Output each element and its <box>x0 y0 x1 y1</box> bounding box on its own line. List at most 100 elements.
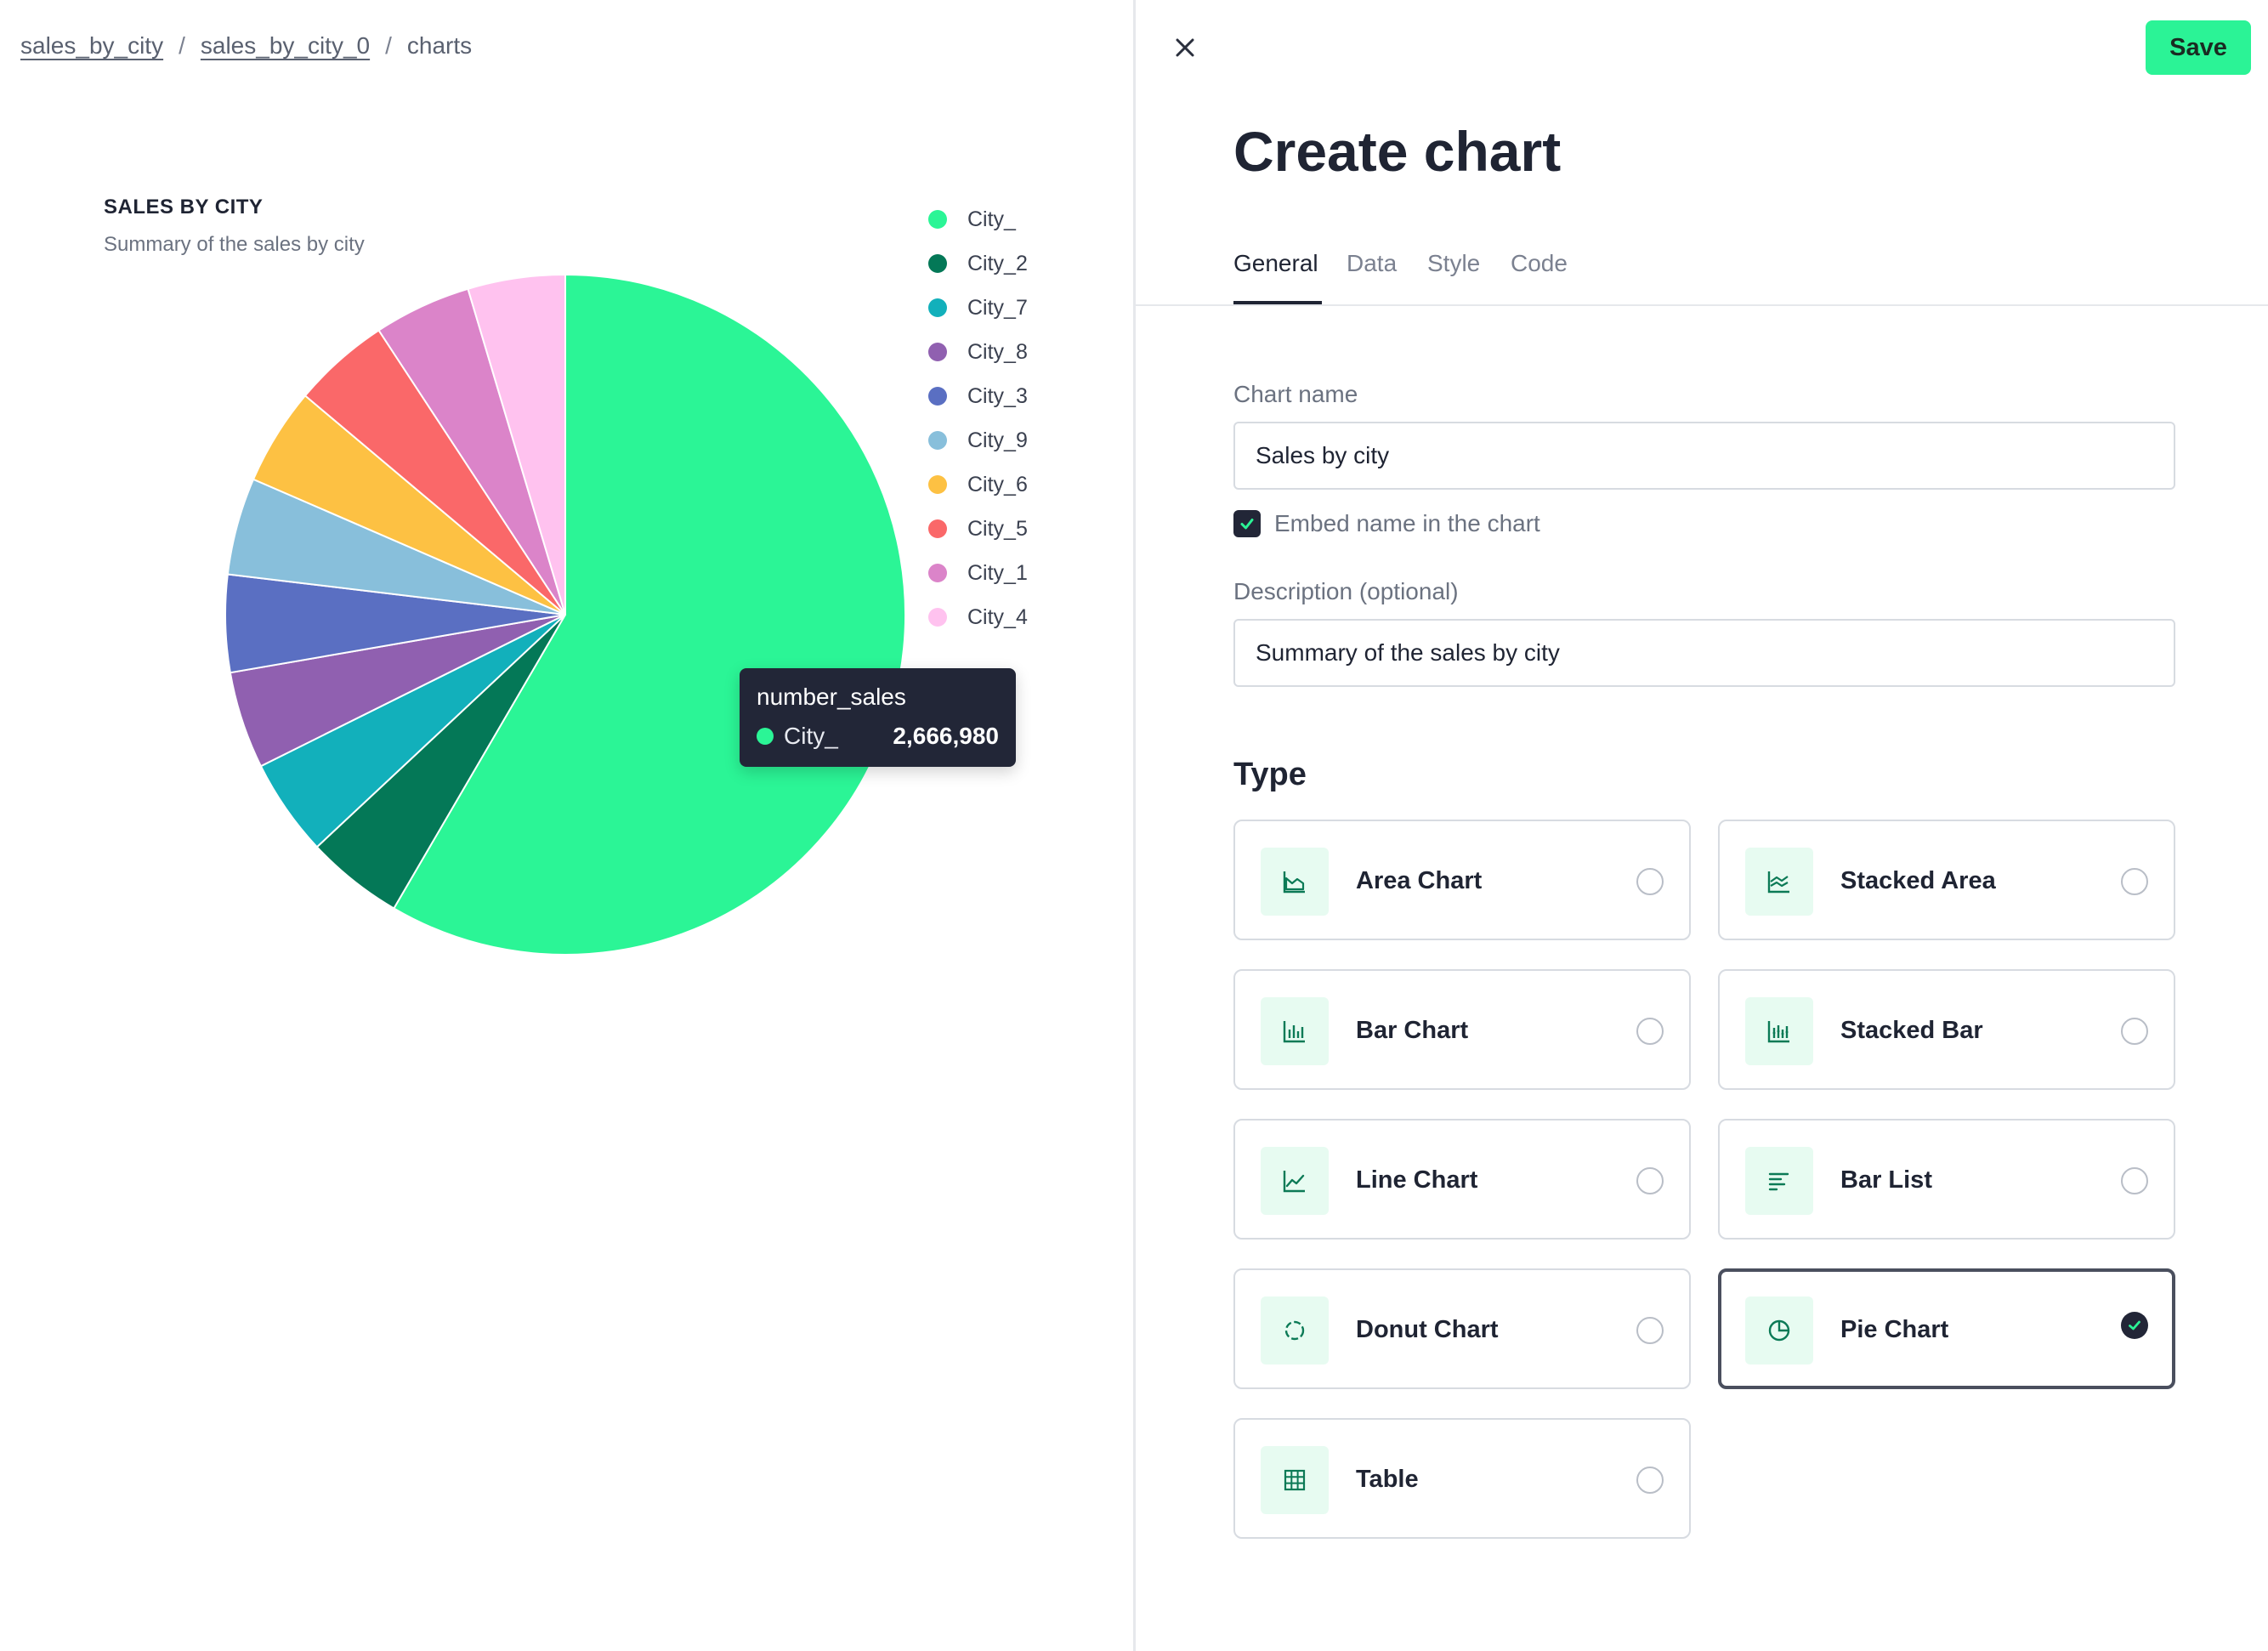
legend-swatch <box>928 343 947 361</box>
stacked-bar-icon <box>1745 997 1813 1065</box>
type-label: Area Chart <box>1356 867 1483 894</box>
legend-swatch <box>928 210 947 229</box>
legend-item[interactable]: City_4 <box>928 595 1028 639</box>
tooltip-value: 2,666,980 <box>893 723 999 749</box>
tooltip-label: City_ <box>784 723 838 749</box>
legend-label: City_4 <box>967 604 1028 629</box>
tooltip-title: number_sales <box>757 684 906 710</box>
embed-name-label: Embed name in the chart <box>1274 510 1540 536</box>
legend-swatch <box>928 431 947 450</box>
type-radio-selected[interactable] <box>2121 1312 2148 1339</box>
legend-item[interactable]: City_6 <box>928 462 1028 507</box>
type-label: Stacked Area <box>1840 867 1996 894</box>
type-label: Donut Chart <box>1356 1316 1499 1343</box>
type-option-line-chart[interactable]: Line Chart <box>1233 1119 1691 1240</box>
bar-list-icon <box>1745 1147 1813 1215</box>
save-button[interactable]: Save <box>2146 20 2251 75</box>
type-label: Bar Chart <box>1356 1017 1469 1044</box>
close-button[interactable] <box>1170 32 1200 63</box>
type-radio[interactable] <box>2121 1018 2148 1045</box>
legend-label: City_7 <box>967 295 1028 320</box>
breadcrumb-link-table[interactable]: sales_by_city_0 <box>200 32 371 59</box>
legend-label: City_9 <box>967 428 1028 452</box>
type-heading: Type <box>1233 757 1307 792</box>
legend-item[interactable]: City_ <box>928 197 1028 241</box>
breadcrumb-separator: / <box>385 32 392 59</box>
bar-chart-icon <box>1261 997 1329 1065</box>
chart-subtitle: Summary of the sales by city <box>104 233 365 256</box>
type-label: Pie Chart <box>1840 1316 1949 1343</box>
legend-item[interactable]: City_2 <box>928 241 1028 286</box>
donut-chart-icon <box>1261 1296 1329 1364</box>
tab-bar: General Data Style Code <box>1136 238 2268 306</box>
chart-preview-pane: sales_by_city / sales_by_city_0 / charts… <box>0 0 1133 1651</box>
type-label: Stacked Bar <box>1840 1017 1983 1044</box>
legend-swatch <box>928 387 947 406</box>
description-input[interactable] <box>1233 619 2175 687</box>
type-radio[interactable] <box>2121 1167 2148 1194</box>
tab-code[interactable]: Code <box>1511 250 1568 276</box>
breadcrumb-current: charts <box>406 32 473 59</box>
chart-tooltip: number_sales City_ 2,666,980 <box>740 668 1016 767</box>
type-option-bar-chart[interactable]: Bar Chart <box>1233 969 1691 1090</box>
type-option-pie-chart[interactable]: Pie Chart <box>1718 1268 2175 1389</box>
embed-name-checkbox-row[interactable]: Embed name in the chart <box>1233 510 1540 537</box>
legend-swatch <box>928 475 947 494</box>
chart-title: SALES BY CITY <box>104 196 264 218</box>
type-radio[interactable] <box>1636 1167 1664 1194</box>
type-option-stacked-area[interactable]: Stacked Area <box>1718 820 2175 940</box>
legend-item[interactable]: City_7 <box>928 286 1028 330</box>
tab-data[interactable]: Data <box>1347 250 1398 276</box>
pie-chart[interactable] <box>221 270 910 959</box>
type-option-stacked-bar[interactable]: Stacked Bar <box>1718 969 2175 1090</box>
legend-label: City_5 <box>967 516 1028 541</box>
type-label: Table <box>1356 1466 1419 1493</box>
legend-label: City_ <box>967 207 1016 231</box>
type-radio[interactable] <box>1636 868 1664 895</box>
breadcrumb-link-dataset[interactable]: sales_by_city <box>20 32 164 59</box>
type-radio[interactable] <box>1636 1467 1664 1494</box>
type-label: Line Chart <box>1356 1166 1478 1194</box>
line-chart-icon <box>1261 1147 1329 1215</box>
legend-item[interactable]: City_1 <box>928 551 1028 595</box>
legend-swatch <box>928 298 947 317</box>
page-title: Create chart <box>1233 120 1562 183</box>
breadcrumb: sales_by_city / sales_by_city_0 / charts <box>20 32 472 60</box>
legend-swatch <box>928 608 947 627</box>
legend-item[interactable]: City_3 <box>928 374 1028 418</box>
pie-chart-icon <box>1745 1296 1813 1364</box>
type-label: Bar List <box>1840 1166 1932 1194</box>
check-icon <box>1240 519 1254 530</box>
breadcrumb-separator: / <box>179 32 185 59</box>
type-option-bar-list[interactable]: Bar List <box>1718 1119 2175 1240</box>
chart-name-input[interactable] <box>1233 422 2175 490</box>
tab-style[interactable]: Style <box>1427 250 1481 276</box>
tooltip-series-dot <box>757 728 774 745</box>
legend-label: City_3 <box>967 383 1028 408</box>
chart-legend: City_ City_2 City_7 City_8 City_3 City_9 City_… <box>928 197 1028 639</box>
legend-item[interactable]: City_9 <box>928 418 1028 462</box>
area-chart-icon <box>1261 848 1329 916</box>
type-radio[interactable] <box>2121 868 2148 895</box>
description-label: Description (optional) <box>1233 578 1459 604</box>
type-option-area-chart[interactable]: Area Chart <box>1233 820 1691 940</box>
embed-name-checkbox[interactable] <box>1233 510 1261 537</box>
type-option-table[interactable]: Table <box>1233 1418 1691 1539</box>
active-tab-indicator <box>1233 301 1322 304</box>
close-icon <box>1176 38 1194 57</box>
legend-item[interactable]: City_5 <box>928 507 1028 551</box>
legend-label: City_6 <box>967 472 1028 496</box>
stacked-area-icon <box>1745 848 1813 916</box>
legend-swatch <box>928 519 947 538</box>
tab-general[interactable]: General <box>1233 250 1318 276</box>
type-radio[interactable] <box>1636 1317 1664 1344</box>
legend-swatch <box>928 254 947 273</box>
legend-label: City_2 <box>967 251 1028 275</box>
chart-name-label: Chart name <box>1233 381 1358 407</box>
legend-item[interactable]: City_8 <box>928 330 1028 374</box>
legend-label: City_8 <box>967 339 1028 364</box>
type-option-donut-chart[interactable]: Donut Chart <box>1233 1268 1691 1389</box>
check-icon <box>2129 1320 2140 1330</box>
type-radio[interactable] <box>1636 1018 1664 1045</box>
pie-slice-city-4[interactable] <box>467 273 566 616</box>
